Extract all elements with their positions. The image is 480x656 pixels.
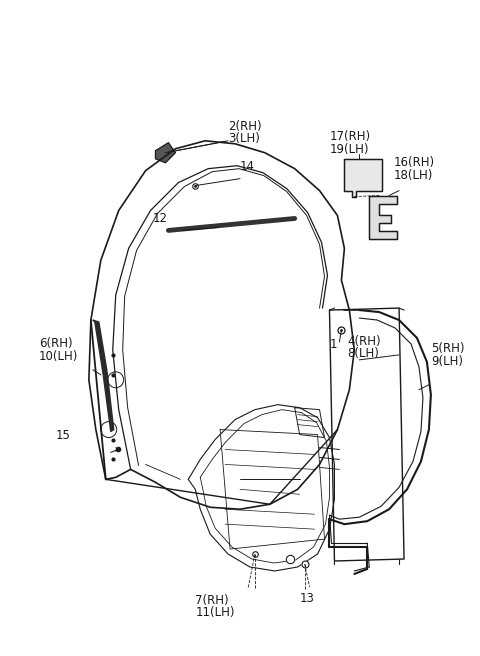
Polygon shape — [156, 143, 175, 163]
Text: 13: 13 — [300, 592, 314, 605]
Text: 2(RH): 2(RH) — [228, 120, 262, 133]
Text: 3(LH): 3(LH) — [228, 132, 260, 145]
Text: 6(RH): 6(RH) — [39, 337, 73, 350]
Polygon shape — [369, 195, 397, 239]
Text: 1: 1 — [329, 338, 337, 351]
Text: 10(LH): 10(LH) — [39, 350, 79, 363]
Text: 9(LH): 9(LH) — [431, 355, 463, 368]
Text: 8(LH): 8(LH) — [348, 347, 379, 360]
Text: 14: 14 — [240, 159, 255, 173]
Text: 7(RH): 7(RH) — [195, 594, 229, 607]
Polygon shape — [344, 159, 382, 197]
Text: 16(RH): 16(RH) — [394, 155, 435, 169]
Polygon shape — [93, 320, 114, 432]
Text: 19(LH): 19(LH) — [329, 143, 369, 155]
Text: 4(RH): 4(RH) — [348, 335, 381, 348]
Text: 12: 12 — [153, 213, 168, 226]
Text: 15: 15 — [56, 428, 71, 441]
Text: 17(RH): 17(RH) — [329, 130, 371, 143]
Text: 5(RH): 5(RH) — [431, 342, 464, 355]
Text: 18(LH): 18(LH) — [394, 169, 433, 182]
Text: 11(LH): 11(LH) — [195, 606, 235, 619]
